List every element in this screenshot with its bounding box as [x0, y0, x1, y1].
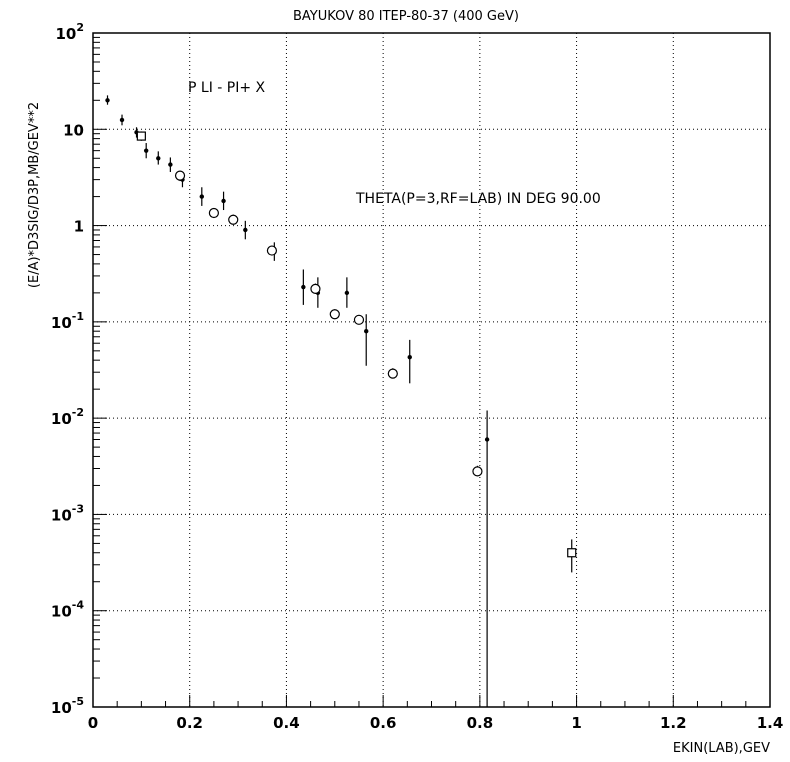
x-tick-label: 1 [571, 714, 581, 732]
data-marks [105, 95, 577, 707]
data-point-circle [353, 314, 365, 325]
reaction-annotation: P LI - PI+ X [188, 80, 266, 96]
data-point-dot [344, 290, 350, 296]
x-axis-label: EKIN(LAB),GEV [673, 741, 770, 756]
x-tick-label: 0.6 [370, 714, 397, 732]
data-point-dot [243, 227, 248, 233]
data-point-square [136, 131, 146, 141]
data-point-dot [301, 284, 306, 290]
data-point-dot [407, 354, 412, 360]
data-point-circle [228, 214, 239, 225]
data-point-square [567, 548, 577, 558]
y-axis-label: (E/A)*D3SIG/D3P,MB/GEV**2 [27, 102, 42, 288]
y-tick-label: 10 [63, 121, 84, 139]
data-point-dot [484, 437, 490, 442]
data-point-circle [174, 170, 186, 181]
y-tick-label: 10-2 [51, 406, 84, 428]
y-tick-label: 10-1 [51, 310, 84, 332]
theta-annotation: THETA(P=3,RF=LAB) IN DEG 90.00 [355, 191, 601, 207]
y-tick-label: 10-3 [51, 502, 84, 524]
x-tick-label: 0.4 [273, 714, 300, 732]
data-point-dot [143, 148, 149, 153]
axis-ticks [92, 32, 771, 708]
plot-frame [92, 32, 771, 708]
data-point-circle [266, 245, 278, 256]
data-point-dot [119, 117, 125, 123]
y-tick-label: 1 [74, 218, 84, 236]
x-tick-label: 0.8 [467, 714, 494, 732]
data-point-circle [208, 207, 219, 219]
y-tick-label: 10-5 [51, 695, 84, 717]
y-tick-label: 102 [55, 21, 84, 43]
x-tick-labels: 0 0.2 0.4 0.6 0.8 1 1.2 1.4 [88, 714, 784, 732]
data-point-circle [329, 309, 340, 320]
data-point-dot [168, 162, 173, 167]
y-tick-labels: 10-5 10-4 10-3 10-2 10-1 1 10 102 [51, 21, 84, 717]
data-point-circle [472, 466, 483, 477]
x-tick-label: 1.4 [757, 714, 784, 732]
y-tick-label: 10-4 [51, 599, 84, 621]
chart-title: BAYUKOV 80 ITEP-80-37 (400 GeV) [293, 9, 519, 24]
x-tick-label: 0.2 [176, 714, 203, 732]
data-point-circle [387, 368, 398, 379]
data-point-dot [221, 198, 226, 204]
data-point-dot [105, 98, 110, 103]
x-tick-label: 0 [88, 714, 98, 732]
data-point-circle [310, 283, 321, 294]
data-point-dot [364, 328, 369, 334]
x-tick-label: 1.2 [660, 714, 687, 732]
grid [93, 33, 770, 707]
data-point-dot [199, 194, 205, 199]
data-point-dot [156, 156, 161, 161]
